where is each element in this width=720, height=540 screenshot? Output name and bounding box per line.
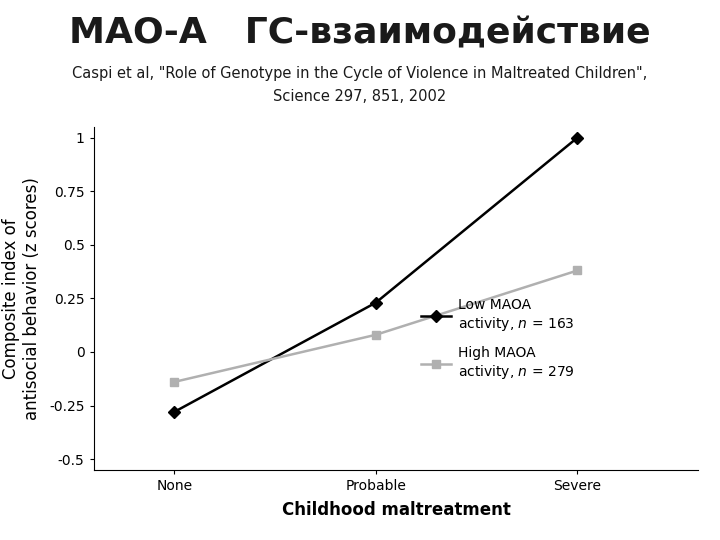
Text: Science 297, 851, 2002: Science 297, 851, 2002 xyxy=(274,90,446,104)
Y-axis label: Composite index of
antisocial behavior (z scores): Composite index of antisocial behavior (… xyxy=(2,177,41,420)
Legend: Low MAOA
activity, $n$ = 163, High MAOA
activity, $n$ = 279: Low MAOA activity, $n$ = 163, High MAOA … xyxy=(415,292,580,387)
Text: Caspi et al, "Role of Genotype in the Cycle of Violence in Maltreated Children",: Caspi et al, "Role of Genotype in the Cy… xyxy=(73,66,647,81)
Text: МАО-А   ГС-взаимодействие: МАО-А ГС-взаимодействие xyxy=(69,17,651,51)
X-axis label: Childhood maltreatment: Childhood maltreatment xyxy=(282,501,510,519)
